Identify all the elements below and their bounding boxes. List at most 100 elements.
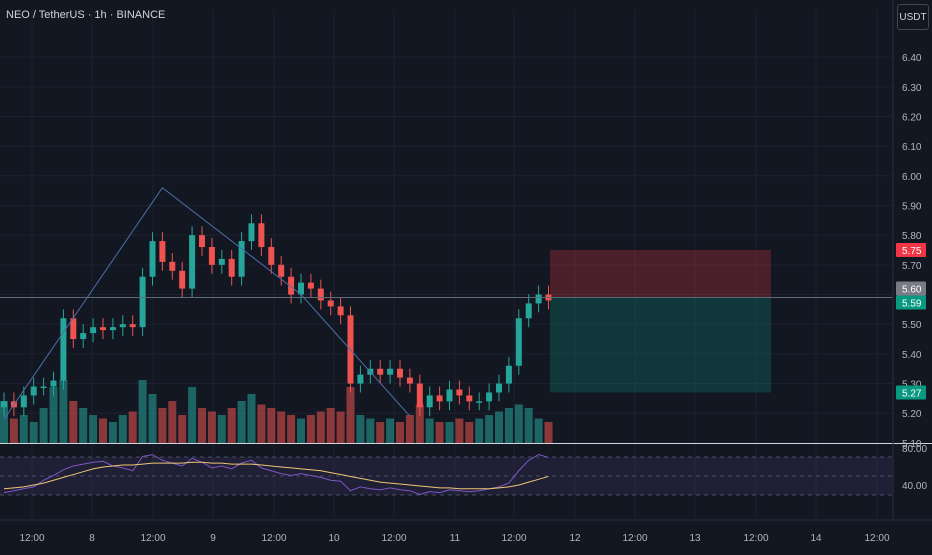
price-tick-label: 6.20 xyxy=(902,112,922,123)
price-tick-label: 5.50 xyxy=(902,320,922,331)
volume-bar xyxy=(475,418,484,443)
time-tick-label: 13 xyxy=(689,533,701,544)
candle-body xyxy=(199,235,205,248)
volume-bar xyxy=(138,380,147,443)
volume-bar xyxy=(396,422,404,443)
volume-bar xyxy=(148,394,157,443)
volume-bar xyxy=(376,422,385,443)
candle-body xyxy=(109,327,116,331)
price-tick-label: 5.40 xyxy=(902,350,922,361)
candle-body xyxy=(90,327,97,334)
symbol-title: NEO / TetherUS · 1h · BINANCE xyxy=(6,9,166,21)
volume-bar xyxy=(168,401,177,443)
candle-body xyxy=(515,318,522,366)
volume-bar xyxy=(247,394,256,443)
price-tick-label: 5.90 xyxy=(902,201,922,212)
time-tick-label: 12:00 xyxy=(261,533,286,544)
candle-body xyxy=(238,241,245,277)
price-label-bg xyxy=(896,385,926,400)
volume-bar xyxy=(366,418,375,443)
time-tick-label: 12:00 xyxy=(501,533,526,544)
volume-bar xyxy=(188,387,197,443)
candle-body xyxy=(100,327,106,331)
zigzag-line xyxy=(3,186,411,420)
volume-bar xyxy=(485,415,494,443)
time-tick-label: 12:00 xyxy=(19,533,44,544)
candle-body xyxy=(456,389,463,396)
candle-body xyxy=(70,318,77,340)
volume-bar xyxy=(59,380,68,443)
candle-body xyxy=(119,324,126,328)
volume-bar xyxy=(118,415,127,443)
volume-bar xyxy=(415,404,424,443)
price-tick-label: 5.30 xyxy=(902,380,922,391)
price-tick-label: 6.40 xyxy=(902,53,922,64)
volume-bar xyxy=(39,408,48,443)
candle-body xyxy=(40,386,47,389)
candle-body xyxy=(416,383,423,408)
volume-bar xyxy=(237,401,246,443)
candle-body xyxy=(397,368,403,378)
price-label-current-gray: 5.60 xyxy=(902,285,922,296)
candle-body xyxy=(505,365,512,384)
time-tick-label: 14 xyxy=(810,533,822,544)
candle-body xyxy=(169,261,176,271)
volume-bar xyxy=(287,415,296,443)
candle-body xyxy=(159,241,166,262)
volume-bar xyxy=(198,408,206,443)
volume-bar xyxy=(217,415,226,443)
volume-bar xyxy=(89,415,98,443)
candle-body xyxy=(208,247,215,265)
candle-body xyxy=(248,223,255,242)
volume-bar xyxy=(19,415,28,443)
rsi-line xyxy=(3,454,549,496)
volume-bar xyxy=(257,404,266,443)
candle-body xyxy=(466,395,473,402)
volume-bar xyxy=(316,411,325,443)
volume-bar xyxy=(336,411,345,443)
candle-body xyxy=(486,392,493,402)
time-tick-label: 10 xyxy=(328,533,340,544)
volume-bar xyxy=(435,422,444,443)
candle-body xyxy=(20,395,27,408)
price-label-bg xyxy=(896,295,926,310)
price-tick-label: 5.20 xyxy=(902,409,922,420)
candle-body xyxy=(446,389,453,402)
volume-bar xyxy=(524,408,533,443)
candle-body xyxy=(278,264,285,277)
candle-body xyxy=(268,247,275,265)
currency-button[interactable]: USDT xyxy=(897,4,929,30)
candle-body xyxy=(387,368,394,375)
time-tick-label: 12:00 xyxy=(743,533,768,544)
volume-bar xyxy=(99,418,107,443)
price-tick-label: 6.10 xyxy=(902,142,922,153)
candle-body xyxy=(436,395,443,402)
candle-body xyxy=(327,300,334,307)
volume-bar xyxy=(326,408,335,443)
volume-bar xyxy=(9,418,18,443)
volume-bar xyxy=(356,415,365,443)
candle-body xyxy=(179,270,186,289)
price-tick-label: 6.00 xyxy=(902,172,922,183)
volume-bar xyxy=(455,418,464,443)
volume-bar xyxy=(425,418,434,443)
candle-body xyxy=(30,386,37,396)
time-tick-label: 12:00 xyxy=(381,533,406,544)
volume-bar xyxy=(297,418,305,443)
candle-body xyxy=(377,368,384,375)
time-tick-label: 12:00 xyxy=(140,533,165,544)
volume-bar xyxy=(128,411,137,443)
volume-bar xyxy=(0,401,8,443)
time-tick-label: 12 xyxy=(569,533,581,544)
volume-bar xyxy=(277,411,286,443)
price-tick-label: 5.10 xyxy=(902,439,922,450)
price-label-target: 5.27 xyxy=(902,388,922,399)
candle-body xyxy=(298,282,304,295)
candle-body xyxy=(337,306,344,316)
time-tick-label: 8 xyxy=(89,533,95,544)
volume-bar xyxy=(346,387,355,443)
volume-bar xyxy=(445,422,454,443)
volume-bar xyxy=(178,415,187,443)
volume-bar xyxy=(227,408,236,443)
